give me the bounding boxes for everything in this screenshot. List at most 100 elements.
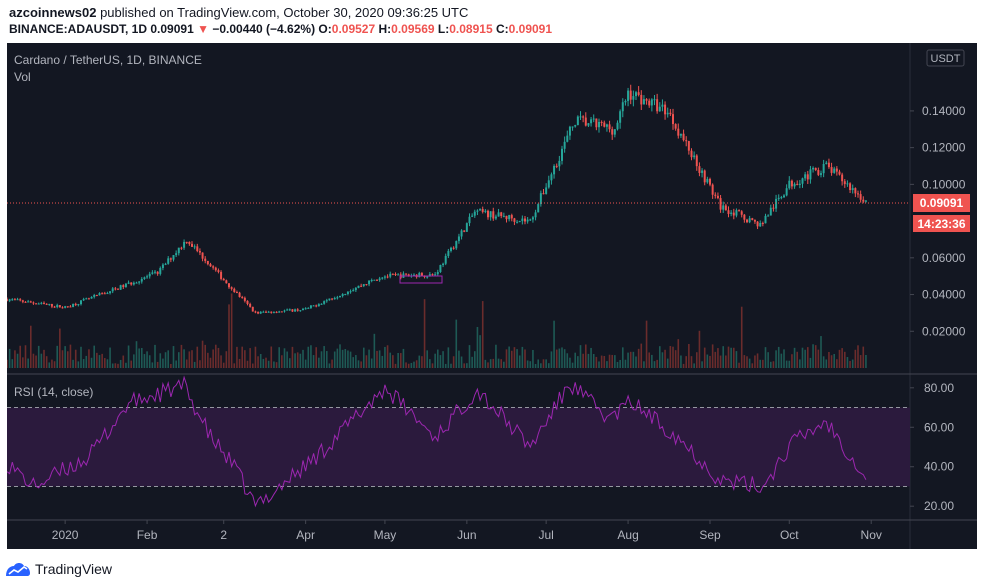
- volume-bar: [571, 362, 574, 368]
- volume-bar: [29, 325, 32, 368]
- candle-body: [328, 298, 331, 301]
- publish-line: azcoinnews02 published on TradingView.co…: [9, 5, 468, 20]
- candle-body: [127, 282, 130, 284]
- volume-bar: [344, 349, 347, 368]
- volume-bar: [473, 351, 476, 368]
- volume-bar: [563, 349, 566, 368]
- volume-bar: [732, 347, 735, 368]
- candle-body: [220, 271, 223, 279]
- volume-bar: [69, 344, 72, 368]
- candle-body: [772, 207, 775, 209]
- volume-bar: [93, 345, 96, 368]
- volume-bar: [35, 355, 37, 368]
- volume-bar: [397, 352, 399, 368]
- volume-bar: [51, 359, 53, 368]
- candle-body: [738, 210, 741, 212]
- candle-body: [13, 299, 16, 301]
- volume-bar: [244, 350, 246, 368]
- volume-bar: [11, 359, 14, 368]
- volume-bar: [746, 356, 748, 368]
- candle-body: [317, 304, 320, 307]
- volume-bar: [48, 362, 51, 368]
- candle-body: [82, 299, 85, 301]
- candle-body: [783, 195, 785, 198]
- time-axis[interactable]: 2020 Feb 2 Apr May Jun Jul Aug Sep Oct Nov: [52, 520, 882, 542]
- price-tick-label: 0.02000: [922, 324, 966, 338]
- candle-body: [465, 223, 468, 232]
- candle-body: [161, 264, 164, 269]
- candle-body: [376, 279, 378, 281]
- candle-body: [521, 218, 524, 222]
- low-label: L:: [437, 22, 450, 36]
- rsi-tick-label: 40.00: [924, 460, 954, 474]
- volume-bar: [664, 349, 666, 368]
- footer-brand[interactable]: TradingView: [35, 561, 113, 577]
- candle-body: [616, 122, 619, 130]
- volume-bar: [302, 349, 304, 368]
- price-tick-label: 0.12000: [922, 141, 966, 155]
- volume-bar: [402, 348, 405, 368]
- volume-bar: [43, 349, 45, 368]
- candle-body: [167, 258, 170, 264]
- volume-bar: [685, 356, 688, 368]
- volume-bar: [777, 346, 780, 368]
- volume-bar: [458, 350, 460, 368]
- candle-body: [568, 126, 571, 136]
- volume-bar: [574, 352, 577, 368]
- volume-bar: [360, 361, 362, 368]
- volume-bar: [201, 340, 204, 368]
- candle-body: [413, 274, 415, 276]
- candle-body: [592, 118, 595, 120]
- last-price: 0.09091: [150, 22, 194, 36]
- candle-body: [809, 169, 812, 180]
- candle-body: [230, 287, 233, 289]
- candle-body: [365, 284, 368, 286]
- chart-svg[interactable]: Cardano / TetherUS, 1D, BINANCE Vol 0.14…: [6, 43, 977, 549]
- chart-container[interactable]: Cardano / TetherUS, 1D, BINANCE Vol 0.14…: [6, 43, 977, 549]
- candle-body: [90, 296, 93, 299]
- volume-bar: [513, 347, 516, 368]
- publisher-name[interactable]: azcoinnews02: [9, 5, 97, 20]
- volume-bar: [788, 360, 791, 368]
- candle-body: [769, 207, 772, 216]
- volume-bar: [476, 326, 479, 368]
- footer[interactable]: TradingView: [5, 559, 112, 579]
- candle-body: [272, 311, 275, 313]
- close-label: C:: [495, 22, 509, 36]
- volume-bar: [756, 353, 759, 368]
- volume-bar: [368, 349, 370, 368]
- volume-bar: [162, 358, 164, 368]
- volume-bar: [381, 355, 384, 368]
- candle-body: [524, 218, 526, 222]
- candle-body: [653, 99, 656, 101]
- candle-body: [378, 278, 381, 281]
- candle-body: [452, 247, 455, 249]
- candle-body: [233, 288, 236, 293]
- candle-body: [711, 184, 714, 195]
- candle-body: [246, 300, 249, 304]
- price-axis[interactable]: 0.14000 0.12000 0.10000 0.06000 0.04000 0.020…: [910, 104, 966, 338]
- volume-bar: [241, 346, 244, 368]
- candle-body: [563, 141, 566, 149]
- volume-bar: [579, 345, 582, 368]
- rsi-axis[interactable]: 80.00 60.00 40.00 20.00: [910, 381, 954, 513]
- candle-body: [761, 222, 764, 224]
- candle-body: [61, 307, 64, 309]
- volume-bar: [273, 361, 275, 368]
- candle-body: [159, 268, 162, 274]
- candle-body: [164, 263, 167, 265]
- candle-body: [442, 263, 445, 266]
- time-tick-label: Jun: [457, 528, 476, 542]
- candle-body: [259, 311, 262, 314]
- candle-body: [346, 291, 349, 294]
- volume-bar: [362, 347, 365, 368]
- candle-body: [500, 212, 503, 216]
- currency-badge[interactable]: [926, 49, 965, 67]
- volume-bar: [608, 354, 611, 368]
- volume-bar: [199, 360, 201, 368]
- volume-bar: [19, 345, 22, 368]
- volume-bar: [828, 352, 830, 368]
- chart-title: Cardano / TetherUS, 1D, BINANCE: [14, 53, 202, 67]
- volume-bar: [865, 354, 867, 368]
- candle-body: [531, 217, 534, 220]
